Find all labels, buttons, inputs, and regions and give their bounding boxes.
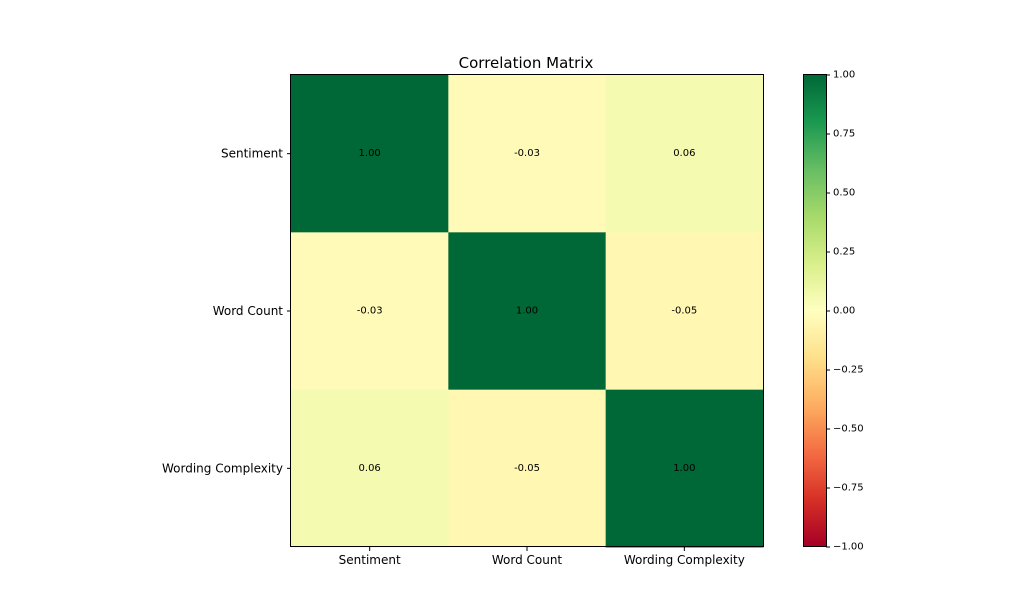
y-axis-tick-label: Word Count xyxy=(213,304,284,318)
colorbar-tick-label: 0.75 xyxy=(833,129,855,140)
heatmap-cell-label: -0.03 xyxy=(357,306,383,317)
heatmap-cell xyxy=(448,232,607,391)
chart-title: Correlation Matrix xyxy=(459,54,594,72)
colorbar-tick-label: 0.00 xyxy=(833,306,855,317)
x-axis-tick-label: Wording Complexity xyxy=(624,553,745,567)
x-axis-tick-label: Word Count xyxy=(492,553,563,567)
heatmap-cell-label: 1.00 xyxy=(359,148,381,159)
heatmap-cell xyxy=(605,232,764,391)
heatmap-cell xyxy=(291,232,449,391)
colorbar-tick-label: −0.50 xyxy=(833,424,864,435)
colorbar-tick-label: 0.25 xyxy=(833,247,855,258)
heatmap-cell-labels: 1.00 -0.03 0.06 -0.03 1.00 -0.05 0.06 -0.05 1.00 xyxy=(357,148,698,474)
y-axis-tick-label: Wording Complexity xyxy=(162,461,283,475)
colorbar-tick-label: 1.00 xyxy=(833,70,855,81)
heatmap-cell xyxy=(291,75,449,233)
heatmap-cell-label: 1.00 xyxy=(516,306,538,317)
heatmap-cell-label: -0.05 xyxy=(671,306,697,317)
heatmap-cell-label: -0.05 xyxy=(514,463,540,474)
heatmap-cells xyxy=(291,75,764,548)
x-axis-tick-labels: Sentiment Word Count Wording Complexity xyxy=(339,547,745,567)
colorbar-tick-label: −1.00 xyxy=(833,542,864,553)
colorbar-tick-label: −0.25 xyxy=(833,365,864,376)
colorbar-ticks: 1.00 0.75 0.50 0.25 0.00 −0.25 −0.50 −0.75 −1.00 xyxy=(826,70,864,553)
y-axis-tick-labels: Sentiment Word Count Wording Complexity xyxy=(162,147,291,475)
heatmap-cell-label: 0.06 xyxy=(673,148,695,159)
colorbar-tick-label: 0.50 xyxy=(833,188,855,199)
heatmap-cell-label: 0.06 xyxy=(359,463,381,474)
heatmap-cell xyxy=(448,389,607,548)
colorbar xyxy=(803,74,827,547)
y-axis-tick-label: Sentiment xyxy=(221,147,283,161)
heatmap-cell xyxy=(291,389,449,548)
heatmap-cell xyxy=(605,75,764,233)
heatmap-cell-label: 1.00 xyxy=(673,463,695,474)
heatmap-cell xyxy=(448,75,607,233)
x-axis-tick-label: Sentiment xyxy=(339,553,401,567)
heatmap-cell-label: -0.03 xyxy=(514,148,540,159)
colorbar-tick-label: −0.75 xyxy=(833,483,864,494)
heatmap-cell xyxy=(605,389,764,548)
